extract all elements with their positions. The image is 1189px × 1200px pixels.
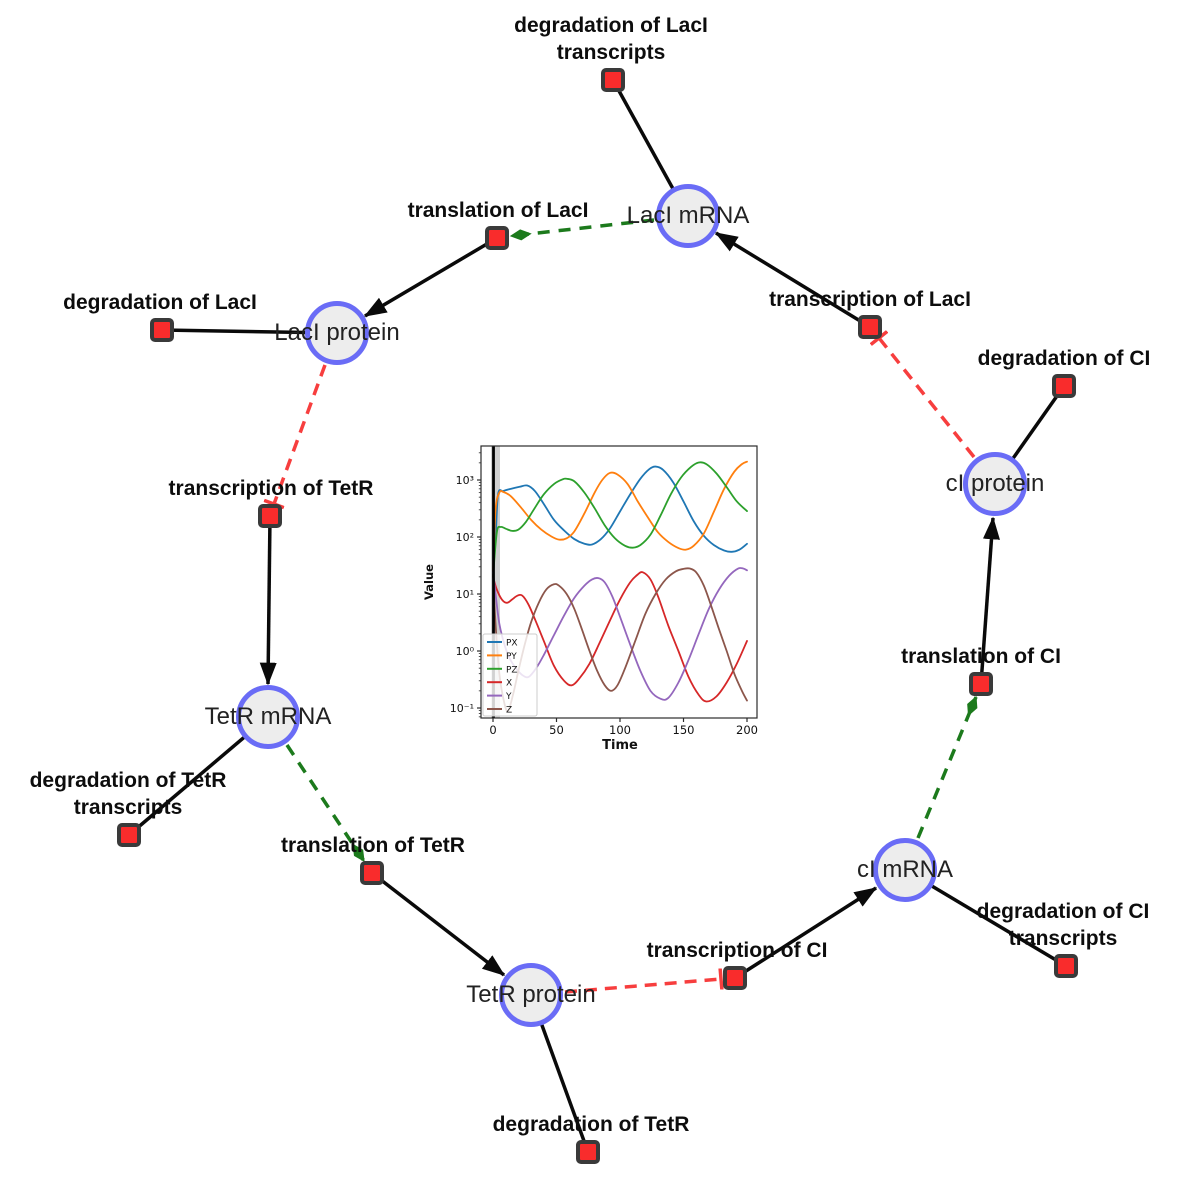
reaction-label-transcription-of-laci: transcription of LacI (769, 286, 971, 313)
reaction-label-transcription-of-tetr: transcription of TetR (169, 475, 374, 502)
reaction-node-degradation-of-laci-transcripts[interactable] (601, 68, 625, 92)
svg-text:PY: PY (506, 652, 517, 662)
species-node-laci-mrna[interactable] (656, 184, 720, 248)
edge-transcription-of-ci-to-ci-mrna (734, 886, 878, 980)
label-line: degradation of CI (976, 900, 1150, 923)
reaction-label-translation-of-tetr: translation of TetR (281, 832, 465, 859)
label-line: transcription of LacI (769, 288, 971, 311)
reaction-label-degradation-of-ci-transcripts: degradation of CI transcripts (977, 898, 1150, 952)
reaction-node-degradation-of-tetr-transcripts[interactable] (117, 823, 141, 847)
svg-text:10⁰: 10⁰ (456, 645, 475, 658)
label-line: degradation of TetR (492, 1113, 690, 1136)
edge-translation-of-ci-to-ci-protein (979, 516, 1000, 685)
reaction-label-degradation-of-laci: degradation of LacI (63, 289, 257, 316)
edge-modifier-tetr-mrna-to-translation-of-tetr (285, 744, 366, 863)
reaction-label-transcription-of-ci: transcription of CI (647, 937, 828, 964)
label-line: degradation of TetR (29, 769, 227, 792)
svg-text:X: X (506, 679, 512, 689)
edge-transcription-of-tetr-to-tetr-mrna (259, 515, 277, 686)
svg-text:10¹: 10¹ (456, 588, 474, 601)
reaction-node-degradation-of-ci[interactable] (1052, 374, 1076, 398)
edge-translation-of-laci-to-laci-protein (363, 236, 498, 318)
reaction-label-degradation-of-laci-transcripts: degradation of LacI transcripts (514, 12, 708, 66)
svg-text:Z: Z (506, 706, 512, 716)
edge-transcription-of-laci-to-laci-mrna (714, 231, 871, 329)
label-line: transcription of TetR (168, 477, 374, 500)
svg-text:10⁻¹: 10⁻¹ (450, 702, 474, 715)
reaction-label-translation-of-ci: translation of CI (901, 643, 1061, 670)
species-label-ci-mrna: cI mRNA (857, 856, 953, 883)
edge-inhibition-ci-protein-to-transcription-of-laci (879, 338, 976, 459)
species-label-laci-mrna: LacI mRNA (626, 202, 750, 229)
species-node-tetr-protein[interactable] (499, 963, 563, 1027)
species-node-ci-mrna[interactable] (873, 838, 937, 902)
svg-text:10²: 10² (456, 531, 474, 544)
svg-text:0: 0 (489, 723, 496, 737)
edge-translation-of-tetr-to-tetr-protein (370, 871, 506, 977)
label-line: transcripts (73, 796, 183, 819)
label-line: transcription of CI (646, 939, 828, 962)
species-node-laci-protein[interactable] (305, 301, 369, 365)
label-line: degradation of CI (977, 347, 1151, 370)
species-label-ci-protein: cI protein (945, 470, 1045, 497)
label-line: degradation of LacI (63, 291, 257, 314)
reaction-node-degradation-of-laci[interactable] (150, 318, 174, 342)
svg-text:10³: 10³ (456, 474, 474, 487)
svg-text:PX: PX (506, 639, 518, 649)
time-series-inset-chart: 0 50 100 150 200 10³ 10² 10¹ 10⁰ 10⁻¹ Time Value PX P… (422, 445, 758, 753)
species-node-tetr-mrna[interactable] (236, 685, 300, 749)
reaction-node-translation-of-tetr[interactable] (360, 861, 384, 885)
svg-text:Y: Y (505, 692, 512, 702)
species-node-ci-protein[interactable] (963, 452, 1027, 516)
reaction-node-transcription-of-laci[interactable] (858, 315, 882, 339)
svg-text:PZ: PZ (506, 665, 518, 675)
reaction-label-degradation-of-tetr-transcripts: degradation of TetR transcripts (30, 767, 227, 821)
label-line: translation of LacI (407, 199, 589, 222)
svg-text:Value: Value (422, 564, 436, 600)
species-label-laci-protein: LacI protein (274, 319, 400, 346)
reaction-label-translation-of-laci: translation of LacI (408, 197, 589, 224)
edge-modifier-ci-mrna-to-translation-of-ci (916, 695, 978, 839)
label-line: transcripts (1008, 927, 1118, 950)
reaction-node-degradation-of-tetr[interactable] (576, 1140, 600, 1164)
reaction-node-transcription-of-tetr[interactable] (258, 504, 282, 528)
label-line: transcripts (556, 41, 666, 64)
reaction-node-degradation-of-ci-transcripts[interactable] (1054, 954, 1078, 978)
reaction-node-transcription-of-ci[interactable] (723, 966, 747, 990)
svg-text:150: 150 (673, 723, 695, 737)
label-line: degradation of LacI (514, 14, 708, 37)
reaction-node-translation-of-laci[interactable] (485, 226, 509, 250)
svg-text:200: 200 (736, 723, 758, 737)
reaction-label-degradation-of-ci: degradation of CI (978, 345, 1151, 372)
label-line: translation of CI (901, 645, 1061, 668)
reaction-label-degradation-of-tetr: degradation of TetR (493, 1111, 690, 1138)
species-label-tetr-protein: TetR protein (466, 981, 596, 1008)
species-label-tetr-mrna: TetR mRNA (204, 703, 332, 730)
svg-text:100: 100 (609, 723, 631, 737)
svg-text:50: 50 (549, 723, 564, 737)
reaction-node-translation-of-ci[interactable] (969, 672, 993, 696)
svg-text:Time: Time (602, 738, 638, 753)
label-line: translation of TetR (281, 834, 465, 857)
edge-inhibition-laci-protein-to-transcription-of-tetr (274, 364, 327, 504)
edge-inhibition-tetr-protein-to-transcription-of-ci (564, 979, 721, 994)
edge-modifier-laci-mrna-to-translation-of-laci (509, 218, 655, 241)
